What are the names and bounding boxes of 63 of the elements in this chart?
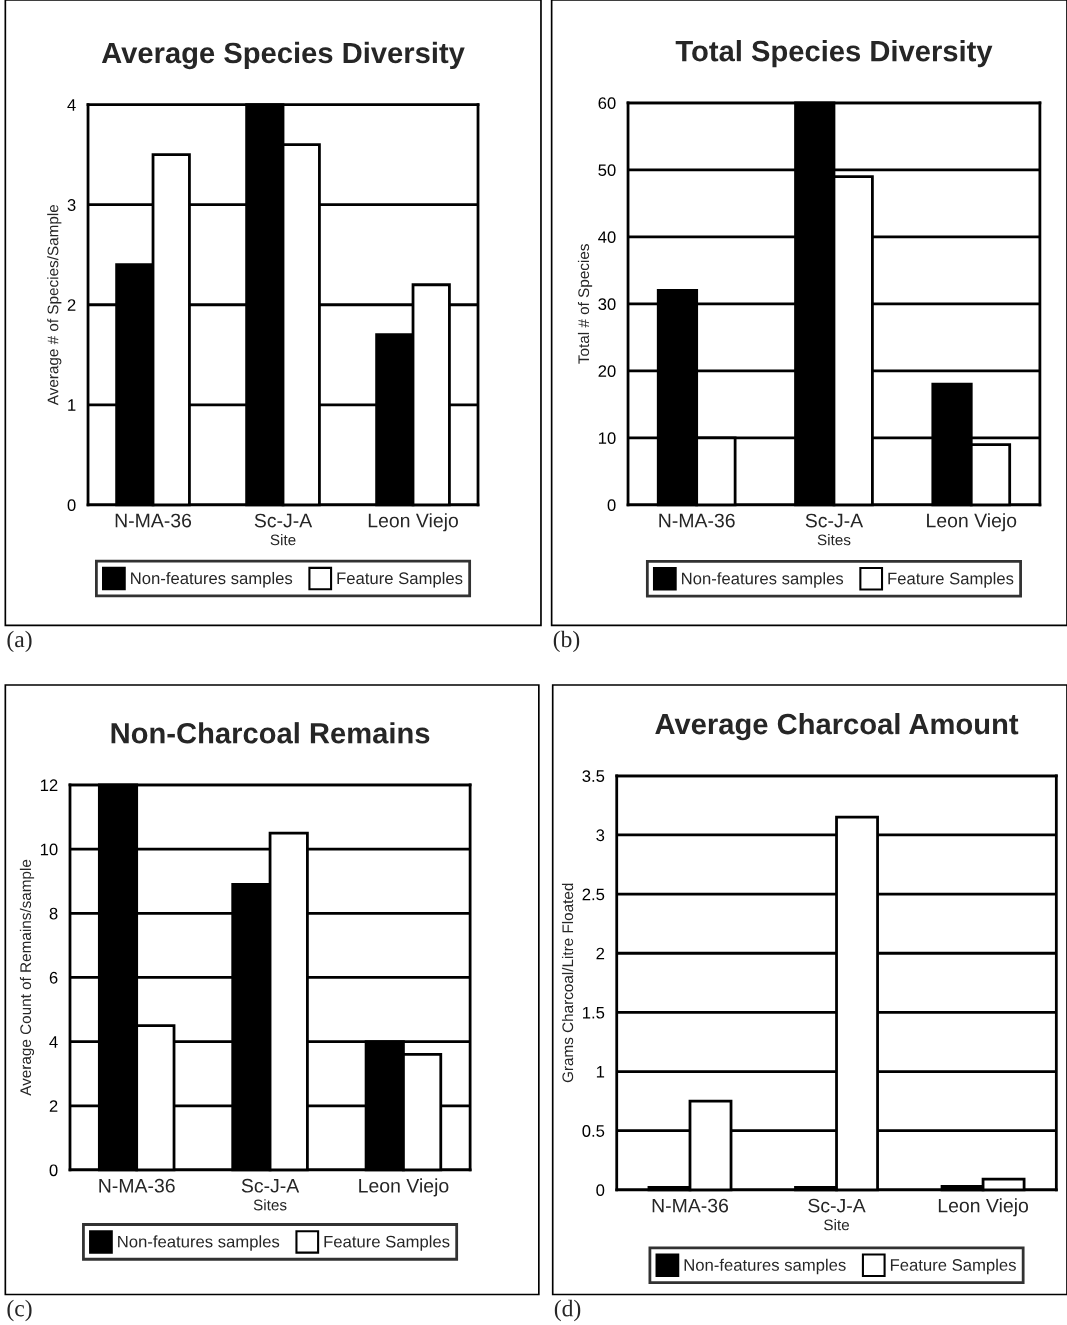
y-tick-label: 4	[49, 1036, 58, 1048]
y-axis-title: Average # of Species/Sample	[47, 204, 62, 406]
y-tick-label: 12	[40, 779, 58, 791]
legend-label: Feature Samples	[890, 1258, 1016, 1275]
x-tick-label: N-MA-36	[99, 1178, 175, 1193]
legend-label: Non-features samples	[682, 572, 844, 588]
x-axis-title: Site	[270, 534, 296, 546]
x-tick-label: N-MA-36	[652, 1198, 729, 1213]
y-tick-label: 40	[598, 231, 616, 244]
chart-title: Non-Charcoal Remains	[111, 722, 430, 744]
x-tick-label: Leon Viejo	[359, 1178, 449, 1197]
y-tick-label: 0	[67, 499, 76, 512]
chart-title: Average Charcoal Amount	[655, 712, 1019, 741]
y-tick-label: 3	[67, 199, 76, 211]
y-tick-label: 2	[596, 947, 605, 960]
y-tick-label: 3	[596, 829, 605, 842]
y-tick-label: 8	[49, 907, 58, 920]
y-tick-label: 4	[67, 99, 76, 111]
x-axis-title: Sites	[817, 534, 851, 546]
x-tick-label: Sc-J-A	[254, 513, 313, 528]
y-tick-label: 6	[49, 971, 58, 984]
y-tick-label: 20	[598, 365, 616, 378]
x-tick-label: Sc-J-A	[808, 1198, 866, 1213]
chart-title: Average Species Diversity	[101, 41, 465, 70]
y-tick-label: 10	[598, 432, 616, 445]
legend-label: Non-features samples	[131, 571, 293, 588]
x-tick-label: N-MA-36	[659, 513, 735, 528]
y-tick-label: 3.5	[582, 770, 605, 782]
x-tick-label: Sc-J-A	[805, 513, 864, 528]
y-tick-label: 1	[596, 1066, 605, 1078]
y-tick-label: 2	[67, 299, 76, 311]
text: (d)	[554, 1299, 581, 1322]
text: (a)	[7, 630, 32, 653]
x-tick-label: Leon Viejo	[368, 513, 458, 532]
y-tick-label: 30	[598, 298, 616, 311]
legend-label: Feature Samples	[337, 571, 463, 588]
legend-label: Feature Samples	[888, 572, 1014, 588]
chart-title: Total Species Diversity	[675, 40, 993, 68]
y-axis-title: Grams Charcoal/Litre Floated	[561, 883, 574, 1083]
y-axis-title: Average Count of Remains/sample	[19, 859, 35, 1096]
y-tick-label: 2.5	[582, 888, 605, 901]
y-tick-label: 2	[49, 1100, 58, 1112]
y-tick-label: 1.5	[583, 1006, 605, 1019]
y-axis-title: Total # of Species	[577, 244, 593, 364]
y-tick-label: 0.5	[582, 1125, 605, 1137]
legend-label: Feature Samples	[324, 1235, 450, 1251]
y-tick-label: 0	[49, 1164, 58, 1177]
x-tick-label: N-MA-36	[115, 513, 192, 528]
x-tick-label: Sc-J-A	[241, 1178, 300, 1193]
x-tick-label: Leon Viejo	[927, 513, 1017, 532]
y-tick-label: 1	[68, 399, 76, 411]
y-tick-label: 10	[40, 843, 58, 856]
legend-label: Non-features samples	[684, 1258, 846, 1275]
x-axis-title: Site	[824, 1219, 850, 1231]
y-tick-label: 60	[598, 97, 616, 110]
x-tick-label: Leon Viejo	[938, 1198, 1029, 1217]
text: (c)	[7, 1299, 32, 1322]
y-tick-label: 0	[596, 1184, 605, 1197]
x-axis-title: Sites	[253, 1199, 287, 1211]
y-tick-label: 0	[607, 499, 616, 512]
y-tick-label: 50	[598, 164, 616, 177]
legend-label: Non-features samples	[118, 1235, 280, 1251]
text: (b)	[553, 630, 580, 653]
